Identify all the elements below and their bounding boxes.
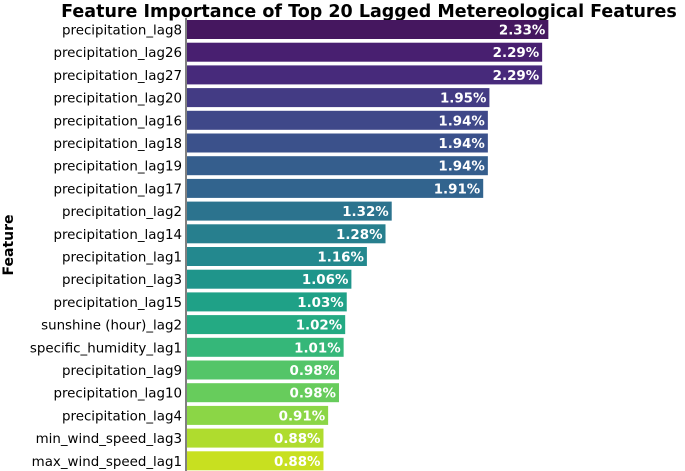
tick-label-20: max_wind_speed_lag1 <box>32 455 182 470</box>
value-label-16: 0.98% <box>290 364 336 379</box>
tick-label-17: precipitation_lag10 <box>53 387 182 402</box>
value-label-8: 1.91% <box>434 182 480 197</box>
bar-15 <box>187 337 344 357</box>
tick-label-3: precipitation_lag27 <box>53 69 182 84</box>
tick-labels: precipitation_lag8 precipitation_lag26pre… <box>30 24 182 470</box>
value-label-20: 0.88% <box>274 455 320 470</box>
value-label-18: 0.91% <box>279 409 325 424</box>
tick-label-11: precipitation_lag1 <box>62 251 182 266</box>
bar-1 <box>187 20 549 39</box>
value-label-11: 1.16% <box>317 251 363 266</box>
bar-3 <box>187 65 543 85</box>
bars <box>187 20 549 471</box>
bar-4 <box>187 88 490 108</box>
value-label-13: 1.03% <box>297 296 343 311</box>
bar-9 <box>187 201 392 221</box>
value-label-17: 0.98% <box>290 387 336 402</box>
bar-11 <box>187 247 367 266</box>
value-label-19: 0.88% <box>274 432 320 447</box>
bar-8 <box>187 178 484 198</box>
tick-label-15: specific_humidity_lag1 <box>30 341 182 356</box>
value-label-3: 2.29% <box>493 69 539 84</box>
bar-20 <box>187 451 324 471</box>
bar-16 <box>187 360 339 380</box>
tick-label-13: precipitation_lag15 <box>53 296 182 311</box>
value-label-1: 2.33% <box>499 24 545 39</box>
value-labels: 2.33% 2.29% 2.29% 1.95% 1.94% 1.94% 1.94% 1.91%… <box>274 24 545 470</box>
tick-label-1: precipitation_lag8 <box>62 24 182 39</box>
bar-19 <box>187 428 324 448</box>
value-label-6: 1.94% <box>438 137 484 152</box>
value-label-2: 2.29% <box>493 46 539 61</box>
tick-label-8: precipitation_lag17 <box>53 182 182 197</box>
value-label-15: 1.01% <box>294 341 340 356</box>
bar-13 <box>187 292 347 312</box>
tick-label-10: precipitation_lag14 <box>53 228 182 243</box>
tick-label-7: precipitation_lag19 <box>53 160 182 175</box>
tick-label-4: precipitation_lag20 <box>53 92 182 107</box>
tick-label-6: precipitation_lag18 <box>53 137 182 152</box>
bar-14 <box>187 315 346 335</box>
bar-17 <box>187 383 339 403</box>
chart-title: Feature Importance of Top 20 Lagged Mete… <box>61 2 677 22</box>
value-label-9: 1.32% <box>342 205 388 220</box>
bar-10 <box>187 224 386 244</box>
tick-label-19: min_wind_speed_lag3 <box>36 432 182 447</box>
tick-label-14: sunshine (hour)_lag2 <box>41 319 182 334</box>
bar-12 <box>187 269 352 289</box>
value-label-14: 1.02% <box>296 319 342 334</box>
tick-label-16: precipitation_lag9 <box>62 364 182 379</box>
value-label-5: 1.94% <box>438 114 484 129</box>
bar-6 <box>187 133 488 153</box>
y-axis-label: Feature <box>1 215 17 276</box>
tick-label-18: precipitation_lag4 <box>62 409 182 424</box>
tick-label-9: precipitation_lag2 <box>62 205 182 220</box>
bar-7 <box>187 156 488 176</box>
tick-label-12: precipitation_lag3 <box>62 273 182 288</box>
bar-18 <box>187 405 329 425</box>
value-label-4: 1.95% <box>440 92 486 107</box>
bar-5 <box>187 110 488 130</box>
tick-label-5: precipitation_lag16 <box>53 114 182 129</box>
value-label-12: 1.06% <box>302 273 348 288</box>
bar-2 <box>187 42 543 62</box>
value-label-7: 1.94% <box>438 160 484 175</box>
tick-label-2: precipitation_lag26 <box>53 46 182 61</box>
value-label-10: 1.28% <box>336 228 382 243</box>
